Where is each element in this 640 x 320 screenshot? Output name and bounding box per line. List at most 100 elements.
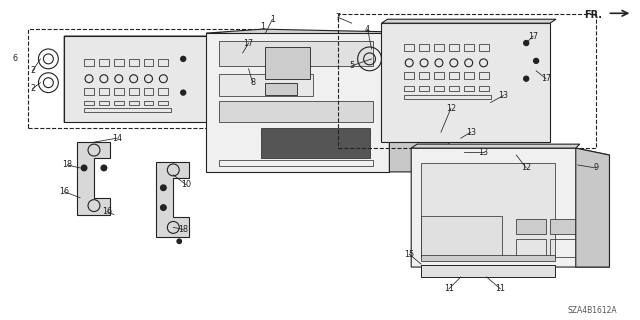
Text: 10: 10 (181, 180, 191, 189)
Bar (266, 47, 310, 79)
Polygon shape (381, 19, 556, 23)
Bar (114, 100, 124, 106)
Bar (419, 72, 429, 79)
Bar (99, 100, 109, 106)
Bar (260, 128, 369, 158)
Text: SZA4B1612A: SZA4B1612A (568, 306, 618, 315)
Bar (449, 44, 459, 51)
Text: 18: 18 (178, 225, 188, 234)
Bar (550, 220, 580, 234)
Bar (421, 255, 555, 261)
Bar (464, 86, 474, 91)
Polygon shape (206, 29, 449, 36)
Circle shape (101, 165, 107, 171)
Bar (84, 100, 94, 106)
Text: 6: 6 (12, 54, 17, 63)
Bar (404, 72, 414, 79)
Bar (479, 44, 488, 51)
Text: 17: 17 (528, 32, 538, 41)
Polygon shape (576, 148, 609, 267)
Bar (206, 33, 389, 172)
Polygon shape (412, 144, 580, 148)
Bar (550, 239, 580, 257)
Bar (419, 44, 429, 51)
Circle shape (161, 205, 166, 210)
Bar (421, 163, 555, 257)
Bar (219, 100, 372, 122)
Bar (479, 86, 488, 91)
Circle shape (177, 239, 181, 244)
Bar (143, 88, 154, 95)
Text: 11: 11 (495, 284, 506, 293)
Text: 16: 16 (102, 207, 112, 216)
Bar (99, 88, 109, 95)
Text: 9: 9 (593, 164, 598, 172)
Text: FR.: FR. (584, 10, 602, 20)
Bar (421, 265, 555, 277)
Bar (99, 59, 109, 66)
Text: 16: 16 (60, 187, 69, 196)
Bar (159, 100, 168, 106)
Text: 5: 5 (349, 61, 355, 70)
Polygon shape (412, 148, 609, 267)
Text: 12: 12 (521, 164, 531, 172)
Text: 13: 13 (499, 91, 508, 100)
Text: 11: 11 (444, 284, 454, 293)
Bar (129, 88, 139, 95)
Bar (404, 44, 414, 51)
Bar (479, 72, 488, 79)
Bar (129, 59, 139, 66)
Text: 17: 17 (244, 38, 253, 48)
Bar (143, 100, 154, 106)
Circle shape (240, 70, 245, 75)
Circle shape (534, 58, 539, 63)
Bar (404, 95, 492, 99)
Bar (404, 86, 414, 91)
Circle shape (180, 90, 186, 95)
Text: 8: 8 (250, 78, 255, 87)
Bar (159, 59, 168, 66)
Text: 2: 2 (30, 84, 35, 93)
Circle shape (180, 56, 186, 61)
Bar (419, 86, 429, 91)
Polygon shape (64, 36, 253, 122)
Polygon shape (156, 162, 189, 237)
Bar (84, 108, 172, 112)
Circle shape (81, 165, 87, 171)
Polygon shape (381, 23, 550, 142)
Text: 14: 14 (112, 134, 122, 143)
Text: 15: 15 (404, 250, 414, 259)
Text: 2: 2 (30, 66, 35, 75)
Circle shape (524, 76, 529, 81)
Bar (159, 88, 168, 95)
Text: 4: 4 (365, 25, 370, 34)
Bar (114, 88, 124, 95)
Circle shape (240, 60, 245, 65)
Bar (114, 59, 124, 66)
Bar (421, 215, 502, 257)
Bar (219, 160, 372, 166)
Polygon shape (77, 142, 110, 214)
Bar (464, 44, 474, 51)
Bar (219, 74, 313, 96)
Bar (464, 72, 474, 79)
Text: 1: 1 (270, 15, 275, 24)
Text: 13: 13 (466, 128, 476, 137)
Text: 1: 1 (260, 22, 265, 31)
Text: 13: 13 (479, 148, 488, 156)
Bar (266, 83, 297, 95)
Bar (84, 59, 94, 66)
Bar (516, 239, 546, 257)
Bar (84, 88, 94, 95)
Polygon shape (389, 33, 449, 172)
Bar (449, 72, 459, 79)
Bar (434, 72, 444, 79)
Bar (516, 220, 546, 234)
Bar (434, 86, 444, 91)
Circle shape (524, 41, 529, 45)
Circle shape (161, 185, 166, 190)
Bar (219, 41, 372, 66)
Bar (143, 59, 154, 66)
Text: 18: 18 (62, 160, 72, 170)
Text: 12: 12 (446, 104, 456, 113)
